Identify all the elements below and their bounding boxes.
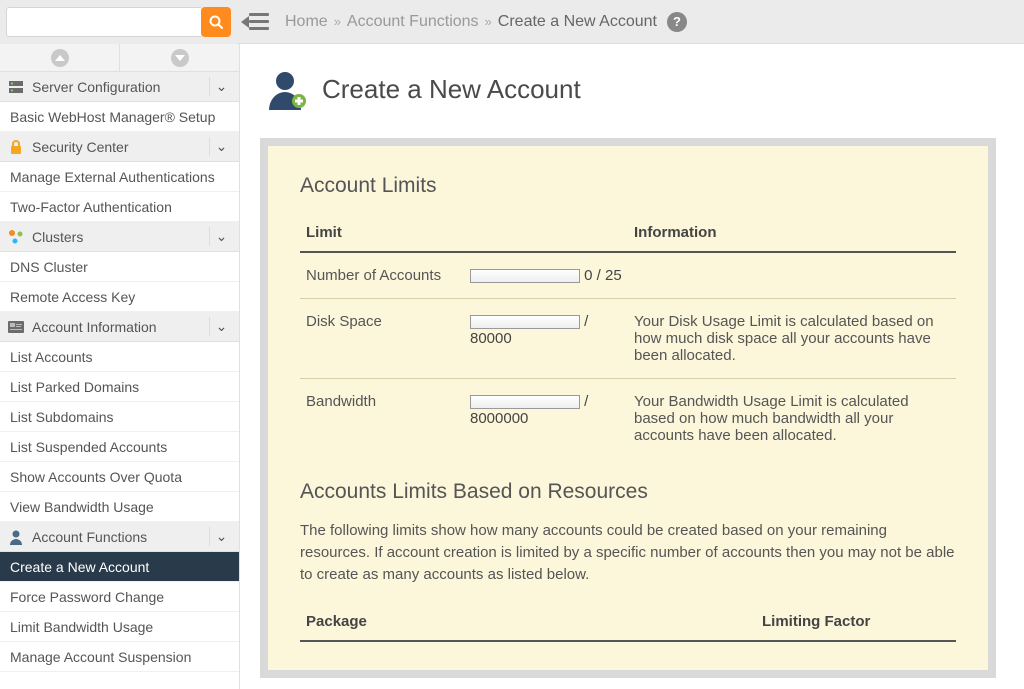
page-header: Create a New Account xyxy=(266,68,996,110)
limit-row-bandwidth: Bandwidth / 8000000 Your Bandwidth Usage… xyxy=(300,379,956,459)
sidebar-cat-server-configuration[interactable]: Server Configuration ⌄ xyxy=(0,72,239,102)
value-accounts: 0 / 25 xyxy=(584,267,622,284)
meter-bandwidth xyxy=(470,395,580,409)
meter-accounts xyxy=(470,269,580,283)
account-limits-panel: Account Limits Limit Information Number … xyxy=(260,138,996,678)
sidebar-cat-label: Account Information xyxy=(32,319,157,335)
col-package: Package xyxy=(300,603,756,641)
sidebar-item-dns-cluster[interactable]: DNS Cluster xyxy=(0,252,239,282)
user-add-icon xyxy=(266,68,308,110)
user-icon xyxy=(8,529,24,545)
sidebar-item-limit-bandwidth-usage[interactable]: Limit Bandwidth Usage xyxy=(0,612,239,642)
sidebar-item-two-factor-auth[interactable]: Two-Factor Authentication xyxy=(0,192,239,222)
sidebar-item-force-password-change[interactable]: Force Password Change xyxy=(0,582,239,612)
page-title: Create a New Account xyxy=(322,74,581,105)
sidebar-item-view-bandwidth-usage[interactable]: View Bandwidth Usage xyxy=(0,492,239,522)
breadcrumb-home[interactable]: Home xyxy=(285,13,328,31)
meter-disk xyxy=(470,315,580,329)
chevron-down-icon: ⌄ xyxy=(209,317,233,336)
top-bar: Home » Account Functions » Create a New … xyxy=(0,0,1024,44)
sidebar-item-show-accounts-over-quota[interactable]: Show Accounts Over Quota xyxy=(0,462,239,492)
package-table: Package Limiting Factor xyxy=(300,603,956,642)
sidebar-cat-security-center[interactable]: Security Center ⌄ xyxy=(0,132,239,162)
col-limiting-factor: Limiting Factor xyxy=(756,603,956,641)
sidebar-item-list-suspended-accounts[interactable]: List Suspended Accounts xyxy=(0,432,239,462)
content-area: Create a New Account Account Limits Limi… xyxy=(240,44,1024,689)
search-box xyxy=(0,0,237,44)
chevron-down-icon: ⌄ xyxy=(209,137,233,156)
sidebar-item-manage-account-suspension[interactable]: Manage Account Suspension xyxy=(0,642,239,672)
chevron-down-icon: ⌄ xyxy=(209,77,233,96)
limit-row-number-of-accounts: Number of Accounts 0 / 25 xyxy=(300,252,956,299)
sidebar-item-basic-whm-setup[interactable]: Basic WebHost Manager® Setup xyxy=(0,102,239,132)
sidebar-item-list-parked-domains[interactable]: List Parked Domains xyxy=(0,372,239,402)
resource-limits-description: The following limits show how many accou… xyxy=(300,520,956,585)
collapse-sidebar-button[interactable] xyxy=(243,7,273,37)
sidebar-cat-label: Clusters xyxy=(32,229,83,245)
sidebar: Server Configuration ⌄ Basic WebHost Man… xyxy=(0,44,240,689)
limits-table: Limit Information Number of Accounts 0 /… xyxy=(300,214,956,458)
limit-row-disk-space: Disk Space / 80000 Your Disk Usage Limit… xyxy=(300,299,956,379)
account-limits-heading: Account Limits xyxy=(300,174,956,198)
sidebar-item-remote-access-key[interactable]: Remote Access Key xyxy=(0,282,239,312)
col-limit: Limit xyxy=(300,214,464,252)
sidebar-item-create-new-account[interactable]: Create a New Account xyxy=(0,552,239,582)
sidebar-cat-label: Security Center xyxy=(32,139,128,155)
sidebar-item-list-subdomains[interactable]: List Subdomains xyxy=(0,402,239,432)
card-icon xyxy=(8,319,24,335)
sidebar-cat-account-information[interactable]: Account Information ⌄ xyxy=(0,312,239,342)
breadcrumb-current: Create a New Account xyxy=(498,13,657,31)
search-input[interactable] xyxy=(6,7,201,37)
sidebar-cat-label: Account Functions xyxy=(32,529,147,545)
sidebar-cat-label: Server Configuration xyxy=(32,79,160,95)
chevron-down-icon: ⌄ xyxy=(209,227,233,246)
breadcrumb: Home » Account Functions » Create a New … xyxy=(285,12,687,32)
search-icon xyxy=(208,14,224,30)
sidebar-cat-account-functions[interactable]: Account Functions ⌄ xyxy=(0,522,239,552)
cluster-icon xyxy=(8,229,24,245)
col-information: Information xyxy=(628,214,956,252)
sort-asc-button[interactable] xyxy=(0,44,120,71)
sidebar-cat-clusters[interactable]: Clusters ⌄ xyxy=(0,222,239,252)
search-button[interactable] xyxy=(201,7,231,37)
server-icon xyxy=(8,79,24,95)
help-icon[interactable]: ? xyxy=(667,12,687,32)
chevron-down-icon: ⌄ xyxy=(209,527,233,546)
lock-icon xyxy=(8,139,24,155)
breadcrumb-section[interactable]: Account Functions xyxy=(347,13,479,31)
sidebar-item-list-accounts[interactable]: List Accounts xyxy=(0,342,239,372)
sort-desc-button[interactable] xyxy=(120,44,239,71)
resource-limits-heading: Accounts Limits Based on Resources xyxy=(300,480,956,504)
sort-row xyxy=(0,44,239,72)
sidebar-item-manage-external-auth[interactable]: Manage External Authentications xyxy=(0,162,239,192)
